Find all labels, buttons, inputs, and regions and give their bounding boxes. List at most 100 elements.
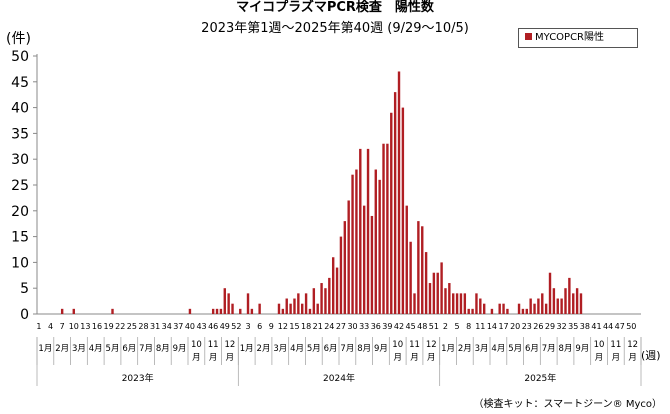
y-tick-label: 20 bbox=[11, 204, 29, 220]
bar bbox=[568, 277, 571, 314]
bar bbox=[390, 112, 393, 314]
month-label: 8月 bbox=[559, 344, 573, 354]
month-label: 12 月 bbox=[627, 340, 638, 363]
bar bbox=[459, 293, 463, 314]
month-label: 7月 bbox=[139, 344, 153, 354]
bar bbox=[277, 303, 281, 314]
y-tick-label: 15 bbox=[11, 230, 29, 246]
x-tick-label: 36 bbox=[371, 322, 381, 331]
month-label: 2月 bbox=[55, 344, 69, 354]
bar bbox=[421, 226, 424, 314]
month-label: 1月 bbox=[240, 344, 254, 354]
bar bbox=[440, 262, 443, 314]
bar bbox=[320, 283, 323, 314]
bar bbox=[258, 303, 261, 314]
year-label: 2025年 bbox=[524, 372, 556, 384]
bar bbox=[467, 308, 470, 314]
source-credit: （検査キット：スマートジーン® Myco） bbox=[473, 399, 662, 410]
x-tick-label: 37 bbox=[173, 322, 183, 331]
bar bbox=[308, 308, 312, 314]
x-tick-label: 38 bbox=[580, 322, 590, 331]
bar bbox=[111, 308, 114, 314]
legend: MYCOPCR陽性 bbox=[518, 28, 638, 48]
x-tick-label: 23 bbox=[522, 322, 532, 331]
bar bbox=[529, 298, 532, 314]
month-label: 11 月 bbox=[610, 340, 621, 363]
bar bbox=[72, 308, 75, 314]
x-tick-label: 1 bbox=[36, 322, 41, 331]
bar bbox=[564, 288, 567, 314]
x-tick-label: 49 bbox=[220, 322, 230, 331]
month-label: 10 月 bbox=[392, 340, 403, 363]
bar bbox=[482, 303, 486, 314]
month-label: 4月 bbox=[491, 344, 505, 354]
y-tick-label: 25 bbox=[11, 178, 29, 194]
bar bbox=[428, 283, 432, 314]
bar bbox=[397, 71, 401, 314]
month-label: 12 月 bbox=[426, 340, 437, 363]
month-label: 1月 bbox=[441, 344, 455, 354]
bar bbox=[366, 148, 370, 314]
bar bbox=[285, 298, 288, 314]
bar bbox=[362, 205, 366, 314]
bar bbox=[382, 143, 385, 314]
month-label: 5月 bbox=[508, 344, 522, 354]
y-tick-label: 30 bbox=[11, 152, 29, 168]
month-label: 1月 bbox=[38, 344, 52, 354]
x-tick-label: 32 bbox=[557, 322, 567, 331]
x-axis-unit-label: (週) bbox=[641, 349, 661, 362]
bar bbox=[339, 236, 343, 314]
x-tick-label: 9 bbox=[269, 322, 274, 331]
bar bbox=[533, 303, 536, 314]
month-label: 8月 bbox=[357, 344, 371, 354]
x-tick-label: 25 bbox=[127, 322, 137, 331]
bar bbox=[231, 303, 234, 314]
month-label: 2月 bbox=[257, 344, 271, 354]
bar bbox=[475, 293, 478, 314]
x-tick-label: 17 bbox=[498, 322, 508, 331]
bar bbox=[424, 252, 428, 314]
month-label: 12 月 bbox=[225, 340, 236, 363]
legend-label: MYCOPCR陽性 bbox=[535, 32, 605, 43]
x-tick-label: 12 bbox=[278, 322, 288, 331]
month-label: 5月 bbox=[307, 344, 321, 354]
bar bbox=[405, 205, 408, 314]
x-tick-label: 4 bbox=[48, 322, 53, 331]
bar bbox=[548, 272, 552, 314]
month-label: 7月 bbox=[542, 344, 556, 354]
month-label: 3月 bbox=[273, 344, 287, 354]
bar bbox=[444, 288, 447, 314]
bar bbox=[215, 308, 219, 314]
bar bbox=[335, 267, 339, 314]
bar bbox=[502, 303, 505, 314]
x-tick-label: 45 bbox=[406, 322, 416, 331]
month-label: 6月 bbox=[525, 344, 539, 354]
bar bbox=[246, 293, 250, 314]
chart-title: マイコプラズマPCR検査 陽性数 bbox=[236, 0, 434, 15]
month-label: 6月 bbox=[324, 344, 338, 354]
x-tick-label: 2 bbox=[443, 322, 448, 331]
bar bbox=[490, 308, 494, 314]
bar bbox=[417, 221, 420, 314]
bar bbox=[355, 169, 358, 314]
x-tick-label: 29 bbox=[545, 322, 555, 331]
bar bbox=[316, 303, 319, 314]
bar bbox=[525, 308, 528, 314]
chart-subtitle: 2023年第1週～2025年第40週 (9/29～10/5) bbox=[201, 21, 469, 36]
month-label: 4月 bbox=[290, 344, 304, 354]
x-tick-label: 19 bbox=[104, 322, 114, 331]
bar bbox=[432, 272, 436, 314]
bar bbox=[448, 283, 451, 314]
x-tick-label: 51 bbox=[429, 322, 439, 331]
x-tick-label: 41 bbox=[591, 322, 601, 331]
month-label: 8月 bbox=[156, 344, 170, 354]
bar bbox=[324, 288, 327, 314]
month-label: 9月 bbox=[374, 344, 388, 354]
x-tick-label: 50 bbox=[626, 322, 636, 331]
x-tick-label: 43 bbox=[196, 322, 206, 331]
month-label: 2月 bbox=[458, 344, 472, 354]
y-tick-label: 45 bbox=[11, 75, 29, 91]
x-tick-label: 28 bbox=[138, 322, 148, 331]
month-label: 9月 bbox=[575, 344, 589, 354]
